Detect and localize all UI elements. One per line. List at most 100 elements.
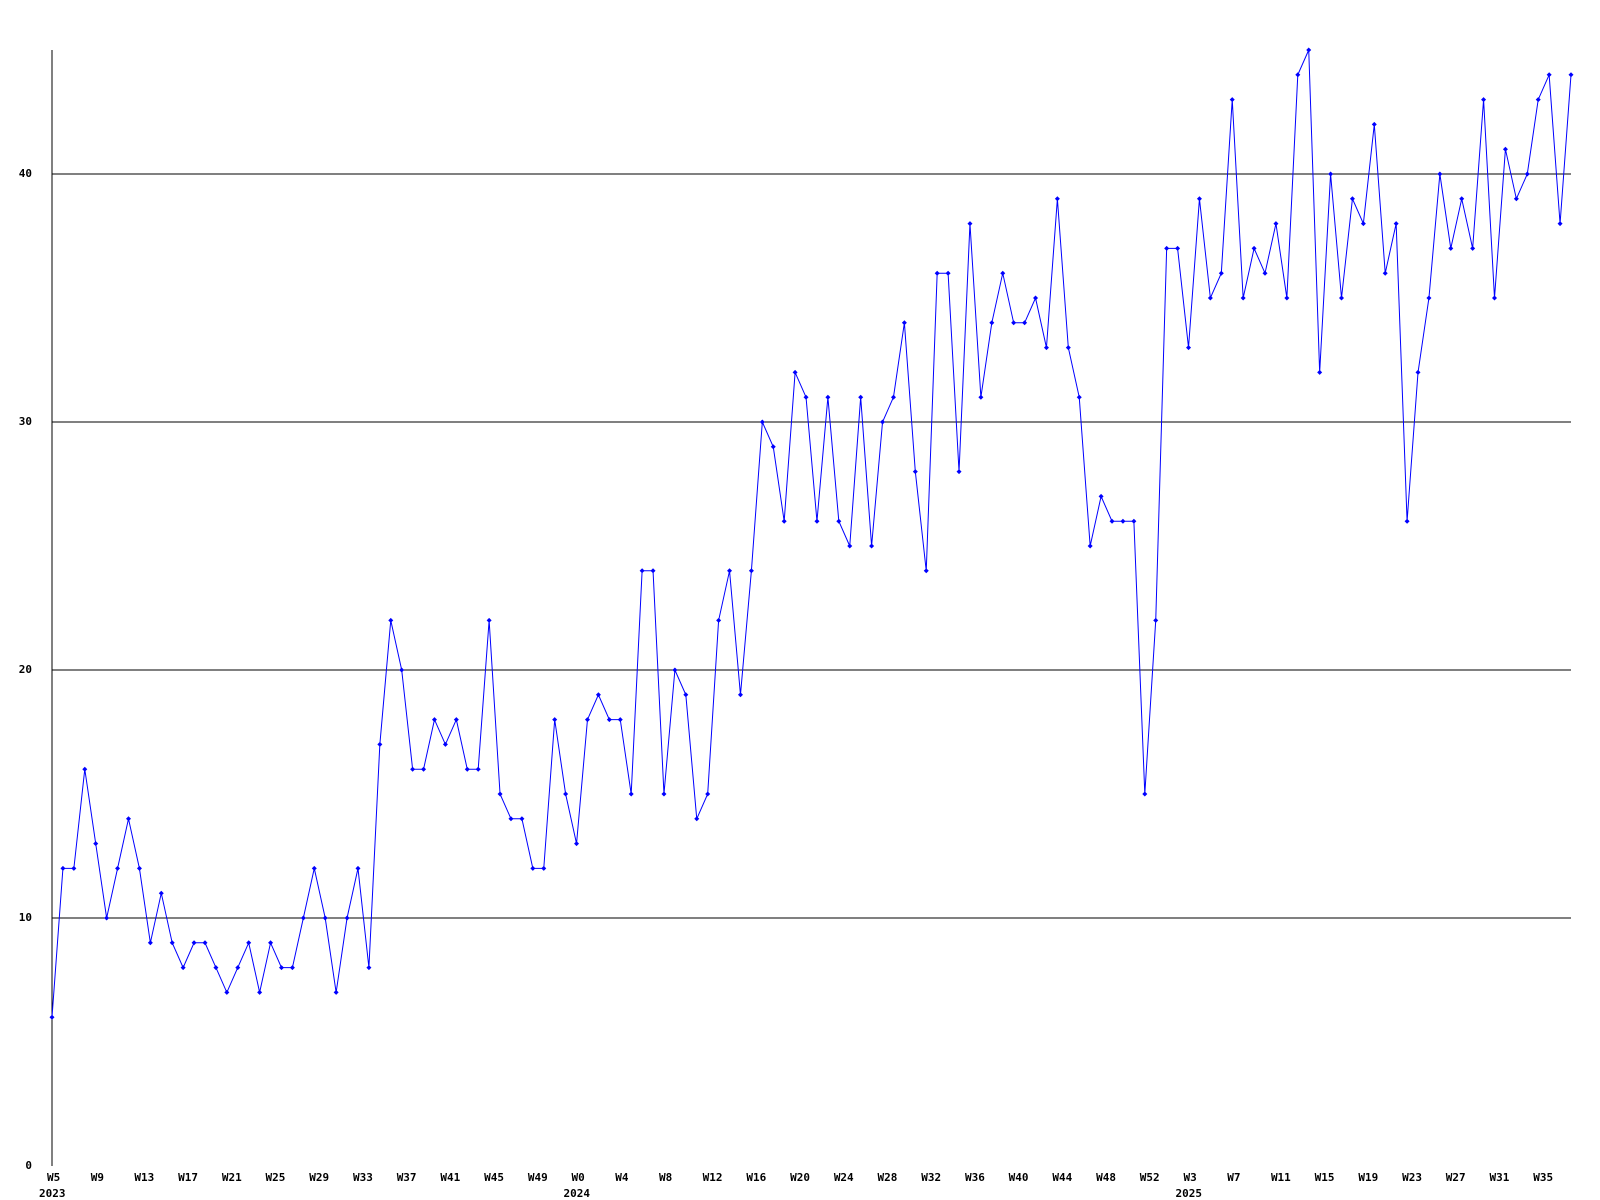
- data-point: [1371, 121, 1377, 127]
- data-point: [1426, 295, 1432, 301]
- y-tick-label: 30: [19, 415, 32, 428]
- x-tick-label: W44: [1052, 1171, 1072, 1184]
- data-point: [1284, 295, 1290, 301]
- data-point: [1218, 270, 1224, 276]
- x-tick-label: W32: [921, 1171, 941, 1184]
- data-point: [1317, 369, 1323, 375]
- data-point: [1437, 171, 1443, 177]
- data-point: [1065, 345, 1071, 351]
- data-point: [1349, 196, 1355, 202]
- data-point: [792, 369, 798, 375]
- data-point: [71, 865, 77, 871]
- data-point: [759, 419, 765, 425]
- data-point: [1240, 295, 1246, 301]
- data-point: [1339, 295, 1345, 301]
- y-tick-label: 40: [19, 167, 32, 180]
- data-point: [49, 1014, 55, 1020]
- x-tick-label: W9: [91, 1171, 104, 1184]
- data-point: [213, 965, 219, 971]
- data-point: [1382, 270, 1388, 276]
- data-point: [486, 617, 492, 623]
- data-point: [366, 965, 372, 971]
- data-point: [257, 989, 263, 995]
- data-point: [399, 667, 405, 673]
- data-point: [311, 865, 317, 871]
- data-point: [1273, 221, 1279, 227]
- data-point: [923, 568, 929, 574]
- data-point: [322, 915, 328, 921]
- data-point: [1142, 791, 1148, 797]
- data-point: [355, 865, 361, 871]
- data-point: [1328, 171, 1334, 177]
- x-tick-label: W23: [1402, 1171, 1422, 1184]
- data-point: [464, 766, 470, 772]
- data-point: [1513, 196, 1519, 202]
- data-point: [1502, 146, 1508, 152]
- x-tick-label: W13: [134, 1171, 154, 1184]
- data-point: [934, 270, 940, 276]
- x-tick-label: W24: [834, 1171, 854, 1184]
- data-point: [1262, 270, 1268, 276]
- data-point: [880, 419, 886, 425]
- data-point: [1087, 543, 1093, 549]
- data-point: [431, 717, 437, 723]
- data-point: [508, 816, 514, 822]
- data-point: [1153, 617, 1159, 623]
- x-tick-label: W21: [222, 1171, 242, 1184]
- y-tick-label: 20: [19, 663, 32, 676]
- data-point: [147, 940, 153, 946]
- data-point: [1175, 245, 1181, 251]
- x-tick-label: W37: [397, 1171, 417, 1184]
- data-point: [858, 394, 864, 400]
- data-point: [869, 543, 875, 549]
- x-tick-label: W5: [47, 1171, 60, 1184]
- data-point: [967, 221, 973, 227]
- data-point: [574, 841, 580, 847]
- x-tick-label: W3: [1184, 1171, 1197, 1184]
- data-point: [1033, 295, 1039, 301]
- data-point: [617, 717, 623, 723]
- data-point: [388, 617, 394, 623]
- data-point: [803, 394, 809, 400]
- data-point: [836, 518, 842, 524]
- data-point: [1120, 518, 1126, 524]
- data-point: [1557, 221, 1563, 227]
- data-point: [1535, 97, 1541, 103]
- data-point: [912, 469, 918, 475]
- data-point: [289, 965, 295, 971]
- x-year-label: 2025: [1176, 1187, 1203, 1200]
- x-tick-label: W31: [1490, 1171, 1510, 1184]
- data-point: [1054, 196, 1060, 202]
- x-tick-label: W7: [1227, 1171, 1240, 1184]
- data-point: [104, 915, 110, 921]
- data-point: [180, 965, 186, 971]
- data-point: [606, 717, 612, 723]
- x-tick-label: W19: [1358, 1171, 1378, 1184]
- data-point: [191, 940, 197, 946]
- data-point: [1360, 221, 1366, 227]
- data-point: [737, 692, 743, 698]
- data-point: [1470, 245, 1476, 251]
- data-point: [1131, 518, 1137, 524]
- data-point: [333, 989, 339, 995]
- x-tick-label: W28: [878, 1171, 898, 1184]
- data-point: [442, 741, 448, 747]
- data-point: [1011, 320, 1017, 326]
- x-tick-label: W4: [615, 1171, 629, 1184]
- x-tick-label: W17: [178, 1171, 198, 1184]
- data-point: [377, 741, 383, 747]
- data-point: [169, 940, 175, 946]
- x-tick-label: W48: [1096, 1171, 1116, 1184]
- data-point: [1196, 196, 1202, 202]
- x-tick-label: W0: [572, 1171, 585, 1184]
- x-tick-label: W16: [746, 1171, 766, 1184]
- data-point: [683, 692, 689, 698]
- x-tick-label: W12: [703, 1171, 723, 1184]
- x-tick-label: W11: [1271, 1171, 1291, 1184]
- data-point: [748, 568, 754, 574]
- data-point: [235, 965, 241, 971]
- x-tick-label: W25: [266, 1171, 286, 1184]
- x-year-label: 2023: [39, 1187, 66, 1200]
- data-point: [814, 518, 820, 524]
- data-point: [1524, 171, 1530, 177]
